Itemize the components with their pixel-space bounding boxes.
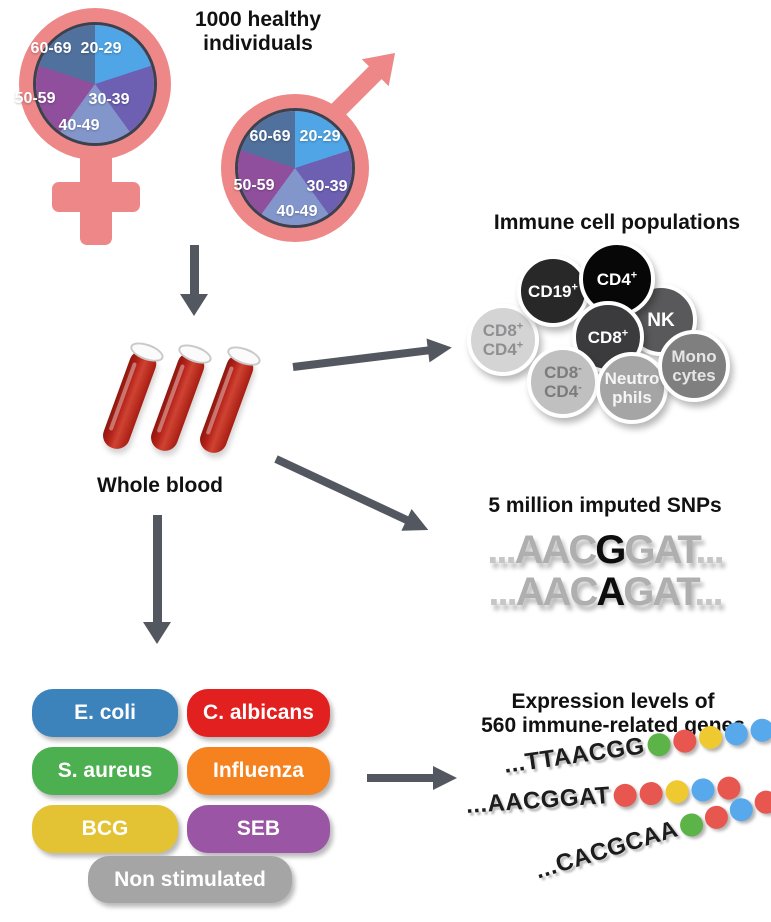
arrow-stimuli-to-expression xyxy=(367,766,457,790)
blood-tube xyxy=(196,342,264,457)
age-label-40-49: 40-49 xyxy=(58,117,100,134)
snp-sequence-alt: ...AACAGAT... xyxy=(488,570,723,614)
pill-s-aureus: S. aureus xyxy=(32,747,178,795)
age-label-60-69: 60-69 xyxy=(30,40,72,57)
arrow-blood-to-stimuli xyxy=(143,515,171,644)
arrow-blood-to-snps xyxy=(271,448,434,541)
expression-dot-red xyxy=(751,787,771,817)
expression-dot-blue xyxy=(690,777,715,802)
age-label-60-69: 60-69 xyxy=(249,128,291,145)
expression-dot-yellow xyxy=(697,724,724,750)
expression-dot-blue xyxy=(726,795,756,824)
pill-influenza: Influenza xyxy=(187,747,330,795)
cohort-title: 1000 healthy individuals xyxy=(194,8,322,55)
expression-dot-blue xyxy=(723,720,750,747)
cell-neutrophils: Neutro phils xyxy=(596,352,668,424)
age-label-20-29: 20-29 xyxy=(80,40,122,57)
cell-cd19: CD19+ xyxy=(517,255,589,327)
snp-sequence-ref: ...AACGGAT... xyxy=(487,528,725,572)
female-age-pie xyxy=(33,22,157,146)
expression-dot-yellow xyxy=(664,779,689,804)
whole-blood-label: Whole blood xyxy=(97,474,223,497)
age-label-20-29: 20-29 xyxy=(299,128,341,145)
age-label-50-59: 50-59 xyxy=(233,177,275,194)
cell-cd8neg-cd4neg: CD8- CD4- xyxy=(527,346,599,418)
arrow-cohort-to-blood xyxy=(180,245,208,316)
age-label-50-59: 50-59 xyxy=(14,90,56,107)
pill-bcg: BCG xyxy=(32,805,178,853)
male-age-pie xyxy=(235,108,355,228)
expression-dot-red xyxy=(638,780,663,806)
cell-monocytes: Mono cytes xyxy=(658,330,730,402)
snps-title: 5 million imputed SNPs xyxy=(488,494,722,517)
age-label-40-49: 40-49 xyxy=(276,203,318,220)
expression-dot-blue xyxy=(748,716,771,743)
pill-e-coli: E. coli xyxy=(32,689,178,737)
arrow-blood-to-cells xyxy=(292,335,454,379)
expression-dot-red xyxy=(612,782,637,808)
pill-c-albicans: C. albicans xyxy=(187,689,330,737)
blood-tube xyxy=(147,340,215,455)
expression-dot-green xyxy=(676,810,706,839)
expression-dot-red xyxy=(701,802,731,832)
female-cross-horizontal xyxy=(52,182,140,212)
pill-non-stimulated: Non stimulated xyxy=(88,856,292,903)
age-label-30-39: 30-39 xyxy=(306,178,348,195)
age-label-30-39: 30-39 xyxy=(88,91,130,108)
expression-dot-red xyxy=(671,727,698,754)
pill-seb: SEB xyxy=(187,805,330,853)
immune-title: Immune cell populations xyxy=(493,211,741,234)
expression-dot-green xyxy=(645,731,672,758)
